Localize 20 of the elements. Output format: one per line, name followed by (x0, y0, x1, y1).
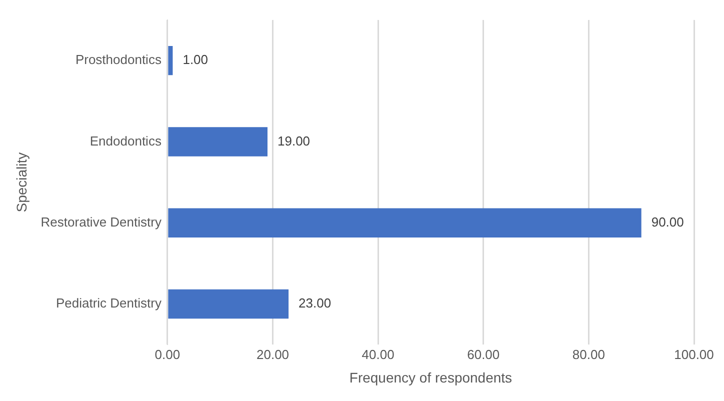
x-tick-label: 100.00 (674, 346, 714, 362)
y-tick-label: Endodontics (90, 133, 162, 148)
y-tick-label: Prosthodontics (75, 52, 162, 68)
x-tick-label: 20.00 (256, 346, 290, 362)
data-label: 19.00 (277, 133, 310, 148)
x-tick-label: 60.00 (467, 346, 500, 362)
y-tick-label: Pediatric Dentistry (56, 296, 162, 311)
data-label: 23.00 (298, 296, 332, 311)
y-tick-label: Restorative Dentistry (40, 214, 162, 230)
bar (168, 127, 268, 156)
bar (168, 208, 642, 238)
x-tick-label: 40.00 (362, 346, 394, 362)
x-tick-label: 0.00 (154, 346, 180, 362)
data-label: 90.00 (651, 214, 684, 230)
data-label: 1.00 (182, 52, 208, 68)
x-tick-label: 80.00 (572, 346, 605, 362)
x-axis-title: Frequency of respondents (349, 369, 512, 386)
bar (168, 46, 173, 76)
bar (168, 289, 289, 319)
y-axis-title: Speciality (13, 152, 30, 212)
